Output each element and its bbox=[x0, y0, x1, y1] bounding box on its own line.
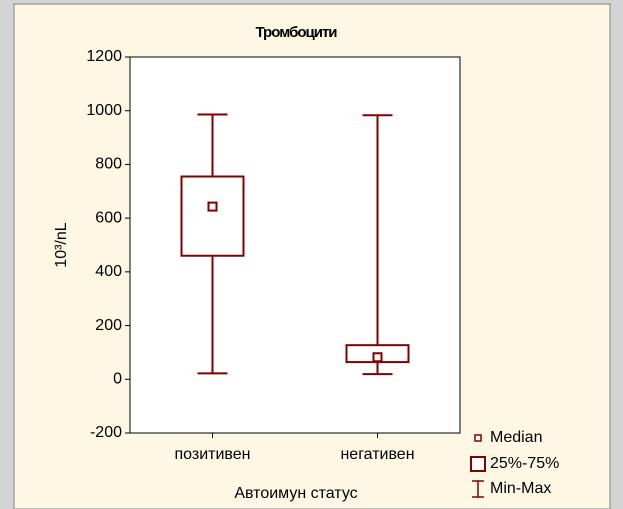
legend-box-icon bbox=[470, 456, 486, 472]
x-tick-label: позитивен bbox=[175, 446, 251, 463]
median-marker bbox=[207, 201, 218, 212]
legend-median-icon bbox=[474, 434, 482, 442]
box bbox=[180, 175, 245, 257]
x-axis-label: Автоимун статус bbox=[234, 485, 357, 502]
chart-title: Тромбоцити bbox=[255, 24, 337, 41]
y-tick-label: 0 bbox=[113, 371, 122, 388]
plot-area bbox=[129, 56, 461, 434]
y-tick-label: 200 bbox=[95, 317, 122, 334]
y-tick-label: 400 bbox=[95, 263, 122, 280]
y-tick-label: -200 bbox=[90, 424, 122, 441]
legend-label: Min-Max bbox=[490, 480, 551, 497]
median-marker bbox=[372, 352, 383, 363]
legend-label: 25%-75% bbox=[490, 455, 559, 472]
y-tick-label: 600 bbox=[95, 209, 122, 226]
y-axis-label: 10³/nL bbox=[53, 222, 70, 267]
y-tick-label: 1000 bbox=[86, 102, 122, 119]
x-tick-label: негативен bbox=[340, 446, 414, 463]
y-tick-label: 800 bbox=[95, 156, 122, 173]
y-tick-label: 1200 bbox=[86, 48, 122, 65]
legend-label: Median bbox=[490, 429, 542, 446]
